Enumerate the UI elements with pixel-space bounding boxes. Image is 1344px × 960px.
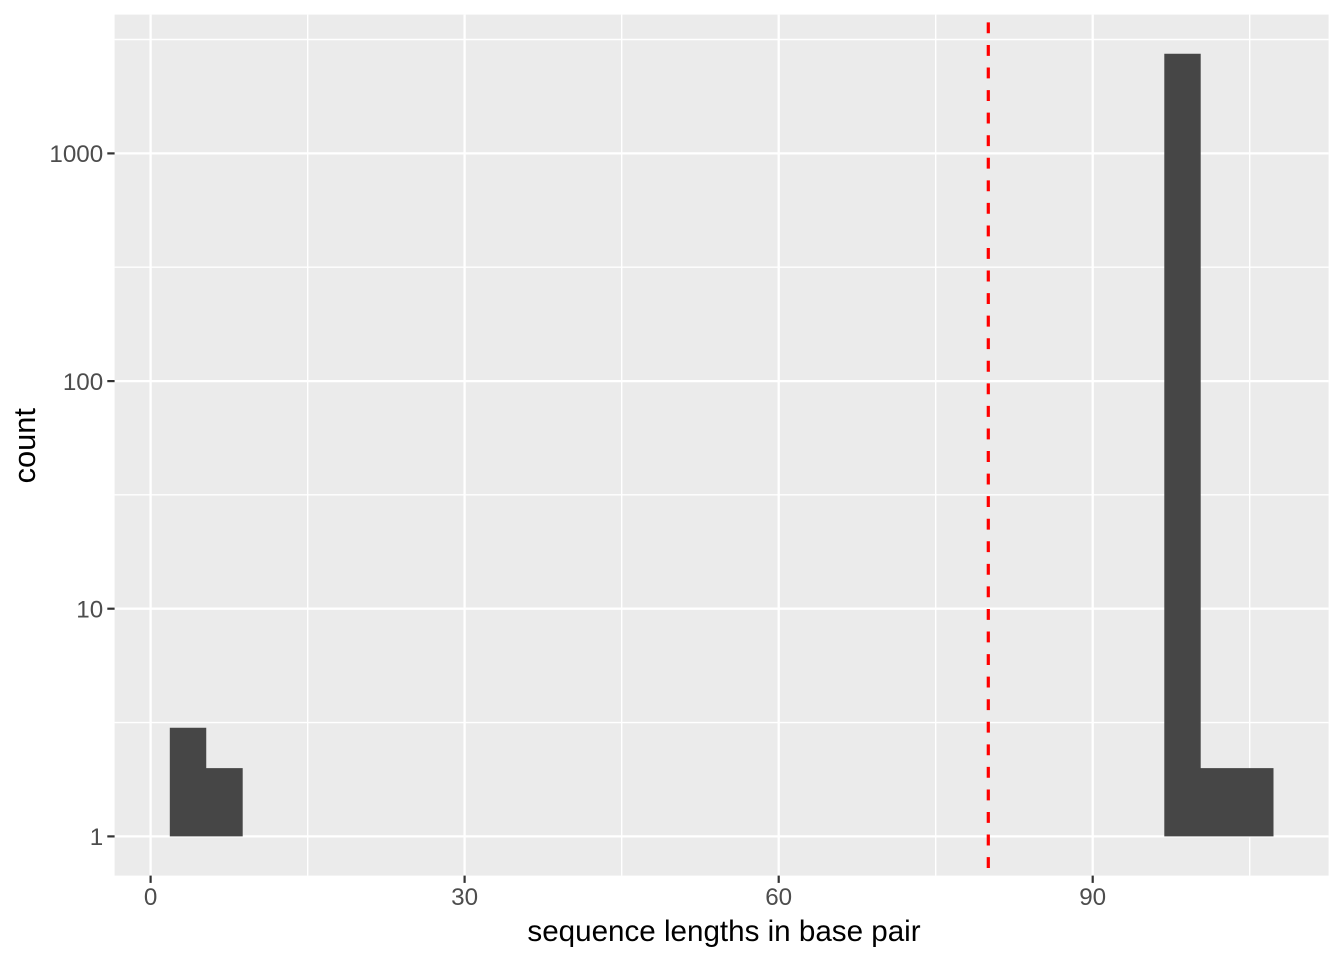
svg-text:count: count: [7, 408, 42, 484]
svg-text:1: 1: [90, 824, 103, 851]
svg-text:100: 100: [63, 369, 103, 396]
svg-text:sequence lengths in base pair: sequence lengths in base pair: [527, 915, 920, 948]
svg-text:90: 90: [1079, 884, 1106, 911]
svg-text:30: 30: [451, 884, 478, 911]
svg-text:10: 10: [76, 597, 103, 624]
svg-text:1000: 1000: [49, 141, 103, 168]
svg-text:60: 60: [765, 884, 792, 911]
svg-text:0: 0: [144, 884, 157, 911]
